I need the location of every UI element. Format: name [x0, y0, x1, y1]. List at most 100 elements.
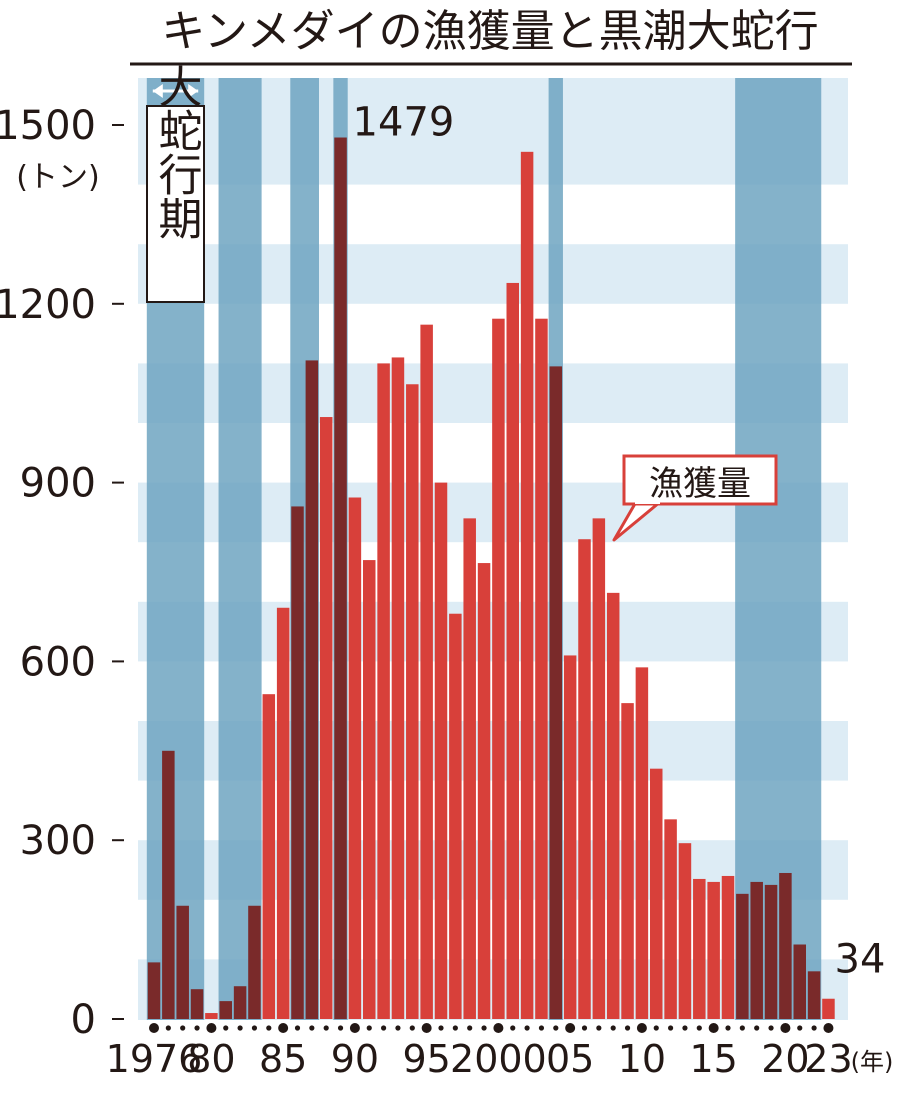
x-minor-tick: [467, 1025, 473, 1031]
x-minor-tick: [696, 1025, 702, 1031]
bar: [578, 539, 591, 1019]
y-tick-label: 600: [20, 639, 96, 685]
bar: [807, 971, 821, 1019]
bar: [664, 819, 677, 1019]
bar: [707, 881, 720, 1019]
x-minor-tick: [538, 1025, 545, 1031]
x-tick-label: 15: [689, 1037, 737, 1081]
x-tick-label: 85: [259, 1037, 307, 1081]
x-major-tick: [636, 1023, 647, 1033]
bar: [147, 962, 161, 1019]
bar: [262, 694, 276, 1019]
y-axis-unit-label: (トン): [16, 160, 99, 195]
bar: [334, 137, 347, 1020]
x-major-tick: [278, 1023, 289, 1033]
bar: [363, 560, 376, 1019]
bar: [205, 1013, 218, 1019]
x-tick-label: 2000: [450, 1037, 547, 1081]
y-axis: 0 300 600 900 1200 1500 (トン): [0, 103, 124, 1043]
x-minor-tick: [223, 1025, 229, 1031]
x-minor-tick: [294, 1025, 301, 1031]
bar: [736, 893, 749, 1019]
x-minor-tick: [553, 1025, 559, 1031]
bar: [190, 989, 204, 1019]
x-major-tick: [823, 1023, 834, 1033]
x-minor-tick: [596, 1025, 602, 1031]
x-major-tick: [708, 1023, 719, 1033]
bar: [162, 750, 175, 1019]
bar: [477, 563, 491, 1019]
x-major-tick: [349, 1023, 360, 1033]
bar: [233, 986, 247, 1019]
data-label: 1479: [353, 100, 455, 146]
bar: [635, 667, 649, 1019]
legend-period-label: 大蛇行期: [151, 64, 202, 240]
x-minor-tick: [409, 1025, 415, 1031]
callout-frame: [622, 454, 778, 506]
x-axis-unit-label: (年): [851, 1048, 894, 1076]
bar: [779, 872, 792, 1019]
bar: [535, 318, 548, 1019]
x-minor-tick: [797, 1025, 803, 1031]
x-minor-tick: [165, 1025, 171, 1031]
bar: [520, 151, 534, 1019]
bar: [606, 592, 620, 1019]
x-minor-tick: [266, 1025, 272, 1031]
meander-band: [218, 78, 262, 1020]
bar: [549, 366, 563, 1019]
x-minor-tick: [754, 1025, 760, 1031]
bar: [377, 363, 390, 1019]
x-major-tick: [565, 1023, 576, 1033]
x-minor-tick: [768, 1025, 774, 1031]
x-major-tick: [206, 1023, 217, 1033]
legend-box-frame: [146, 105, 205, 303]
x-tick-label: 95: [402, 1037, 450, 1081]
x-minor-tick: [251, 1025, 258, 1031]
x-minor-tick: [581, 1025, 588, 1031]
bar: [563, 655, 577, 1019]
y-tick-label: 1200: [0, 282, 96, 328]
x-tick-label: 05: [546, 1037, 594, 1081]
x-tick-label: 1976: [106, 1037, 203, 1081]
bar: [319, 417, 333, 1019]
bar: [463, 518, 476, 1019]
bar: [764, 884, 778, 1019]
bar: [276, 607, 290, 1019]
bar: [678, 843, 692, 1019]
x-tick-label: 90: [331, 1037, 379, 1081]
x-minor-tick: [438, 1025, 444, 1031]
x-minor-tick: [194, 1025, 200, 1031]
period-arrow-head-left: [152, 84, 163, 98]
x-major-tick: [780, 1023, 791, 1033]
x-minor-tick: [610, 1025, 616, 1031]
x-minor-tick: [682, 1025, 688, 1031]
bar: [305, 360, 319, 1019]
y-tick-label: 0: [71, 997, 96, 1043]
series-callout: 漁獲量: [612, 454, 778, 542]
y-tick-label: 900: [20, 461, 96, 507]
callout-label: 漁獲量: [649, 464, 751, 504]
bar: [592, 518, 606, 1019]
x-minor-tick: [725, 1025, 731, 1031]
x-minor-tick: [624, 1025, 631, 1031]
x-minor-tick: [452, 1025, 458, 1031]
meander-band: [735, 78, 822, 1020]
x-minor-tick: [337, 1025, 344, 1031]
x-major-tick: [493, 1023, 504, 1033]
bar: [621, 703, 634, 1019]
x-minor-tick: [524, 1025, 530, 1031]
bar: [506, 282, 519, 1019]
bar: [693, 878, 706, 1019]
period-arrow-head-right: [188, 84, 199, 98]
bar: [650, 768, 663, 1019]
bar: [348, 497, 362, 1019]
x-tick-label: 10: [618, 1037, 666, 1081]
x-minor-tick: [309, 1025, 315, 1031]
x-minor-tick: [381, 1025, 387, 1031]
bar: [391, 357, 405, 1019]
x-tick-label: 20: [761, 1037, 809, 1081]
bar: [721, 875, 735, 1019]
x-minor-tick: [395, 1025, 401, 1031]
x-tick-label: 80: [187, 1037, 235, 1081]
